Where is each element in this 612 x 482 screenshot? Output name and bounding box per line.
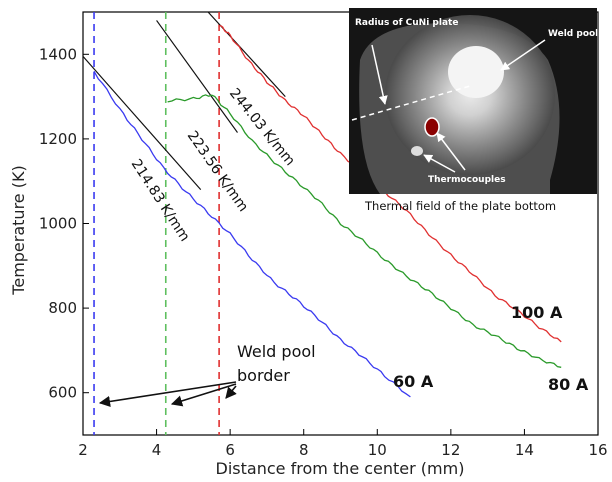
inset-radius-arrow [371, 44, 388, 105]
x-tick-label-16: 16 [588, 441, 607, 459]
weld-pool-border-line2: border [237, 366, 290, 385]
inset-label-thermocouples: Thermocouples [428, 175, 506, 185]
series-line-80-a [167, 94, 562, 368]
x-tick-label-8: 8 [299, 441, 309, 459]
slope-line-1 [156, 20, 238, 133]
y-axis-ticks: 600 800 1000 1200 1400 [39, 45, 89, 402]
y-axis-label: Temperature (K) [9, 165, 28, 295]
y-tick-label-1200: 1200 [39, 130, 77, 148]
inset-caption: Thermal field of the plate bottom [364, 199, 556, 213]
x-tick-label-14: 14 [515, 441, 534, 459]
y-tick-label-1000: 1000 [39, 215, 77, 233]
inset-thermocouple-arrow-1 [436, 132, 466, 171]
weld-pool-border-line1: Weld pool [237, 342, 316, 361]
x-axis-label: Distance from the center (mm) [216, 459, 465, 478]
inset-label-weld-pool: Weld pool [548, 29, 598, 39]
series-label-80a: 80 A [548, 375, 589, 394]
inset-hot-spot [424, 117, 440, 137]
series-line-60-a [93, 70, 411, 398]
series-label-100a: 100 A [511, 303, 563, 322]
y-tick-label-800: 800 [48, 299, 77, 317]
x-tick-label-6: 6 [225, 441, 235, 459]
inset-label-radius: Radius of CuNi plate [355, 18, 458, 28]
y-tick-label-600: 600 [48, 384, 77, 402]
slope-label-223: 223.56 K/mm [184, 128, 251, 215]
inset-thermocouple-arrow-2 [423, 154, 456, 173]
inset-weld-pool-core [448, 46, 504, 98]
x-axis-ticks: 2 4 6 8 10 12 14 16 [78, 429, 608, 459]
thermal-field-inset: Radius of CuNi plate Weld pool Thermocou… [349, 8, 598, 213]
slope-label-244: 244.03 K/mm [226, 85, 298, 169]
series-label-60a: 60 A [393, 372, 434, 391]
y-tick-label-1400: 1400 [39, 45, 77, 63]
x-tick-label-12: 12 [441, 441, 460, 459]
inset-radius-line [351, 85, 471, 121]
inset-weld-pool-arrow [500, 39, 546, 71]
inset-thermocouple-spot [411, 146, 423, 156]
x-tick-label-10: 10 [368, 441, 387, 459]
weld-pool-border-arrows [98, 381, 237, 407]
x-tick-label-2: 2 [78, 441, 88, 459]
weld-pool-border-lines [93, 12, 220, 435]
slope-line-0 [82, 56, 202, 191]
x-tick-label-4: 4 [152, 441, 162, 459]
